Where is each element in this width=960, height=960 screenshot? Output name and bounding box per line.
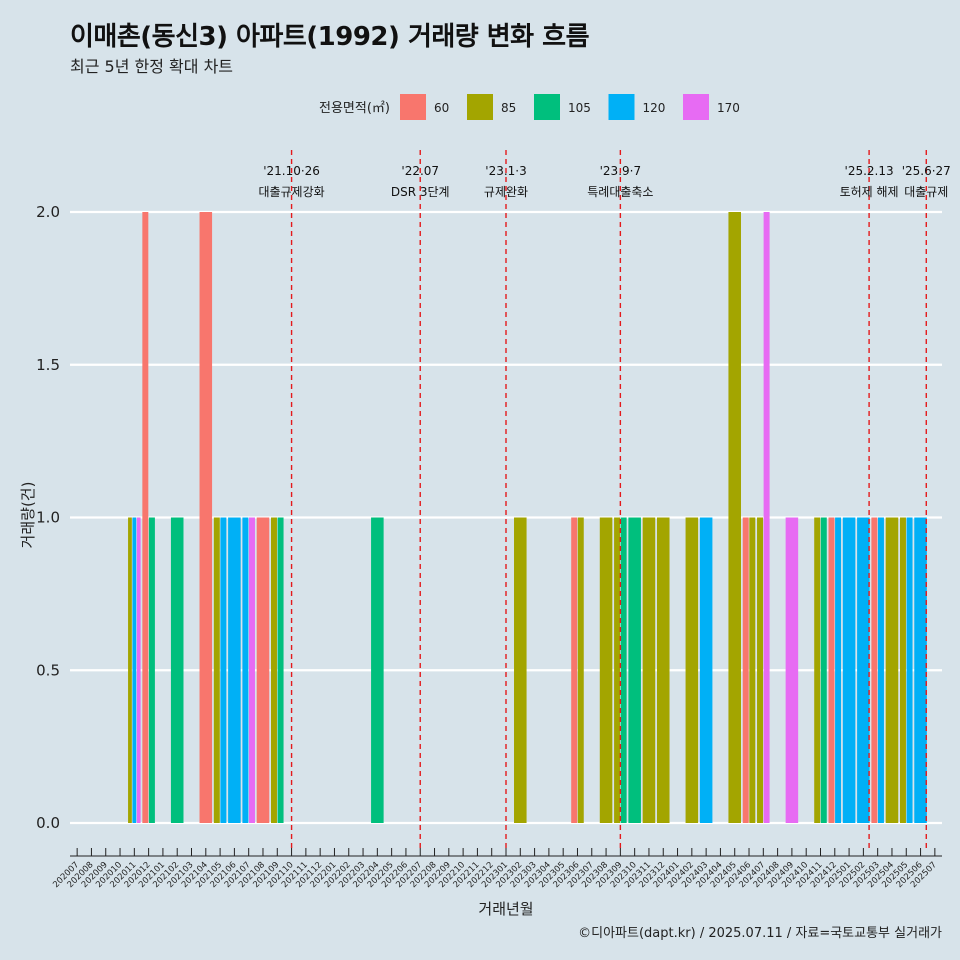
event-name-label: DSR 3단계 xyxy=(391,185,450,199)
bar-202204-105 xyxy=(371,517,384,823)
bar-202411-105 xyxy=(820,517,827,823)
bar-202011-170 xyxy=(136,517,141,823)
bar-202412-120 xyxy=(835,517,842,823)
bar-202012-60 xyxy=(142,212,149,823)
event-name-label: 대출규제 xyxy=(904,185,948,199)
bar-202503-60 xyxy=(871,517,878,823)
bar-202309-85 xyxy=(614,517,621,823)
bar-202407-85 xyxy=(757,517,764,823)
chart-caption: ©디아파트(dapt.kr) / 2025.07.11 / 자료=국토교통부 실… xyxy=(578,926,942,941)
y-tick-label: 0.5 xyxy=(36,661,60,679)
bar-202308-85 xyxy=(599,517,613,823)
event-name-label: 토허제 해제 xyxy=(840,185,899,199)
y-tick-label: 2.0 xyxy=(36,203,60,221)
bar-202506-120 xyxy=(914,517,927,823)
bar-202312-85 xyxy=(656,517,670,823)
y-tick-label: 1.5 xyxy=(36,356,60,374)
bar-202501-120 xyxy=(842,517,856,823)
bar-202107-170 xyxy=(248,517,255,823)
bar-202011-120 xyxy=(132,517,137,823)
chart-subtitle: 최근 5년 한정 확대 차트 xyxy=(70,57,234,76)
bar-202411-85 xyxy=(814,517,821,823)
bar-202306-85 xyxy=(577,517,584,823)
legend-swatch-120 xyxy=(608,94,635,120)
bar-202109-105 xyxy=(277,517,284,823)
y-axis-title: 거래량(건) xyxy=(19,482,37,549)
bar-202106-120 xyxy=(228,517,241,823)
bar-202011-85 xyxy=(128,517,132,823)
legend-swatch-105 xyxy=(534,94,560,120)
legend-label-105: 105 xyxy=(568,101,591,115)
bar-202104-60 xyxy=(199,212,213,823)
bar-202505-120 xyxy=(906,517,913,823)
chart-title: 이매촌(동신3) 아파트(1992) 거래량 변화 흐름 xyxy=(70,22,590,52)
legend-label-60: 60 xyxy=(434,101,449,115)
legend-label-170: 170 xyxy=(717,101,740,115)
bar-202309-105 xyxy=(620,517,627,823)
bar-202406-60 xyxy=(742,517,749,823)
bar-202012-105 xyxy=(148,517,155,823)
legend-label-85: 85 xyxy=(501,101,516,115)
bar-202311-85 xyxy=(642,517,656,823)
bar-202405-85 xyxy=(728,212,741,823)
bar-202402-85 xyxy=(685,517,699,823)
event-name-label: 대출규제강화 xyxy=(258,185,324,199)
bar-202503-120 xyxy=(877,517,884,823)
x-axis-title: 거래년월 xyxy=(478,900,533,918)
event-date-label: '25.2.13 xyxy=(845,164,894,178)
bar-202102-105 xyxy=(170,517,184,823)
legend-swatch-60 xyxy=(400,94,426,120)
bar-202504-85 xyxy=(885,517,899,823)
legend-swatch-170 xyxy=(683,94,709,120)
bar-202105-85 xyxy=(213,517,220,823)
bar-202107-120 xyxy=(242,517,249,823)
event-date-label: '23.9·7 xyxy=(600,164,641,178)
bar-202505-85 xyxy=(899,517,906,823)
bar-202108-60 xyxy=(256,517,270,823)
bar-202403-120 xyxy=(699,517,713,823)
bar-202109-85 xyxy=(271,517,277,823)
bar-202407-170 xyxy=(763,212,770,823)
bar-202306-60 xyxy=(571,517,578,823)
bar-202502-120 xyxy=(857,517,870,823)
y-tick-label: 0.0 xyxy=(36,814,60,832)
bar-202310-105 xyxy=(628,517,641,823)
event-date-label: '25.6·27 xyxy=(902,164,951,178)
y-tick-label: 1.0 xyxy=(36,509,60,527)
legend-label-120: 120 xyxy=(643,101,666,115)
bar-202409-170 xyxy=(785,517,799,823)
event-date-label: '21.10·26 xyxy=(263,164,320,178)
bar-202412-60 xyxy=(828,517,835,823)
bar-202302-85 xyxy=(514,517,527,823)
event-date-label: '22.07 xyxy=(401,164,439,178)
event-name-label: 규제완화 xyxy=(484,185,528,199)
legend-swatch-85 xyxy=(467,94,493,120)
bar-202406-85 xyxy=(749,517,756,823)
bar-202105-120 xyxy=(220,517,227,823)
event-date-label: '23.1·3 xyxy=(485,164,526,178)
legend-title: 전용면적(㎡) xyxy=(319,101,390,116)
event-name-label: 특례대출축소 xyxy=(587,185,653,199)
